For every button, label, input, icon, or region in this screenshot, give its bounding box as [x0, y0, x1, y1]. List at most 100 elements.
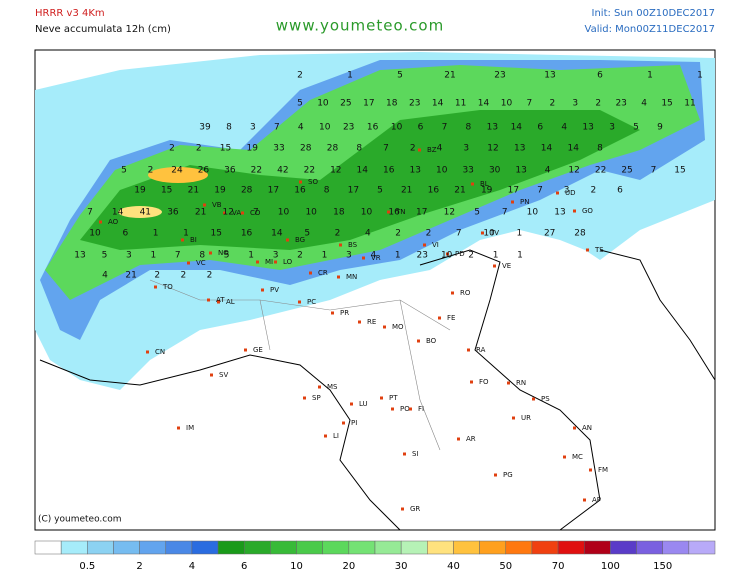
city-marker	[446, 252, 449, 256]
snow-label: 22	[304, 166, 315, 176]
city-label: PI	[351, 419, 357, 427]
snow-label: 14	[271, 229, 283, 239]
legend-swatch	[374, 540, 402, 555]
snow-label: 21	[195, 208, 206, 218]
snow-label: 1	[183, 229, 189, 239]
city-label: BI	[190, 236, 197, 244]
snow-label: 10	[501, 99, 513, 109]
city-marker	[286, 238, 289, 242]
snow-label: 23	[494, 71, 505, 81]
snow-label: 18	[333, 208, 345, 218]
snow-label: 23	[343, 123, 354, 133]
city-label: RA	[476, 346, 486, 354]
legend: 0.5 2 4 6 10 20 30 40 50 70 100 150	[34, 540, 716, 572]
city-label: BL	[480, 180, 489, 188]
snow-label: 1	[647, 71, 653, 81]
snow-label: 10	[527, 208, 539, 218]
snow-label: 2	[169, 144, 175, 154]
legend-label: 10	[290, 561, 303, 572]
snow-label: 2	[410, 144, 416, 154]
snow-label: 42	[277, 166, 288, 176]
snow-label: 16	[241, 229, 253, 239]
snow-label: 4	[437, 144, 443, 154]
snow-max	[148, 167, 208, 183]
city-marker	[203, 203, 206, 207]
snow-label: 2	[590, 186, 596, 196]
snow-label: 15	[674, 166, 685, 176]
city-label: MN	[346, 273, 357, 281]
snow-label: 12	[223, 208, 234, 218]
border	[149, 279, 451, 451]
snow-label: 1	[248, 251, 254, 261]
city-marker	[181, 238, 184, 242]
snow-label: 8	[466, 123, 472, 133]
city-label: PO	[400, 405, 410, 413]
city-label: VR	[371, 254, 381, 262]
city-label: NO	[218, 249, 229, 257]
city-marker	[207, 298, 210, 302]
city-label: MS	[327, 383, 338, 391]
legend-swatch	[113, 540, 140, 555]
model-title: HRRR v3 4Km	[35, 8, 105, 19]
city-label: AP	[592, 496, 601, 504]
city-label: LU	[359, 400, 368, 408]
snow-label: 17	[508, 186, 519, 196]
city-marker	[303, 396, 306, 400]
site-title: www.youmeteo.com	[276, 17, 444, 35]
snow-label: 9	[657, 123, 663, 133]
legend-swatch	[165, 540, 193, 555]
snow-label: 21	[444, 71, 455, 81]
city-marker	[583, 498, 586, 502]
snow-label: 13	[515, 166, 526, 176]
city-label: AL	[226, 298, 235, 306]
snow-label: 3	[126, 251, 132, 261]
snow-label: 4	[298, 123, 304, 133]
snow-label: 2	[297, 71, 303, 81]
legend-label: 6	[241, 561, 247, 572]
snow-label: 10	[317, 99, 329, 109]
snow-label: 1	[322, 251, 328, 261]
snow-label: 19	[134, 186, 146, 196]
city-label: FM	[598, 466, 608, 474]
city-marker	[586, 248, 589, 252]
snow-label: 16	[367, 123, 379, 133]
snow-label: 21	[125, 271, 136, 281]
city-label: VB	[212, 201, 222, 209]
snow-label: 10	[305, 208, 317, 218]
snow-label: 25	[621, 166, 632, 176]
legend-swatch	[243, 540, 271, 555]
snow-label: 28	[241, 186, 253, 196]
snow-label: 13	[582, 123, 593, 133]
snow-label: 16	[383, 166, 395, 176]
snow-label: 10	[89, 229, 101, 239]
snow-label: 28	[574, 229, 586, 239]
city-label: TO	[162, 283, 173, 291]
city-marker	[391, 407, 394, 411]
snow-label: 4	[641, 99, 647, 109]
snow-label: 7	[527, 99, 533, 109]
city-marker	[438, 316, 441, 320]
legend-label: 50	[499, 561, 512, 572]
snow-label: 1	[347, 71, 353, 81]
city-label: FE	[447, 314, 455, 322]
snow-label: 5	[474, 208, 480, 218]
city-label: BG	[295, 236, 305, 244]
snow-label: 2	[549, 99, 555, 109]
snow-label: 10	[319, 123, 331, 133]
legend-swatch	[87, 540, 114, 555]
city-label: AO	[108, 218, 119, 226]
snow-label: 7	[383, 144, 389, 154]
legend-label: 150	[653, 561, 672, 572]
city-label: PD	[455, 250, 465, 258]
snow-label: 1	[697, 71, 703, 81]
city-marker	[339, 243, 342, 247]
city-marker	[358, 320, 361, 324]
snow-label: 14	[112, 208, 124, 218]
city-label: SV	[219, 371, 228, 379]
legend-swatch	[296, 540, 323, 555]
legend-label: 100	[601, 561, 620, 572]
snow-label: 2	[148, 166, 154, 176]
snow-label: 2	[595, 99, 601, 109]
snow-label: 3	[463, 144, 469, 154]
snow-label: 13	[74, 251, 85, 261]
